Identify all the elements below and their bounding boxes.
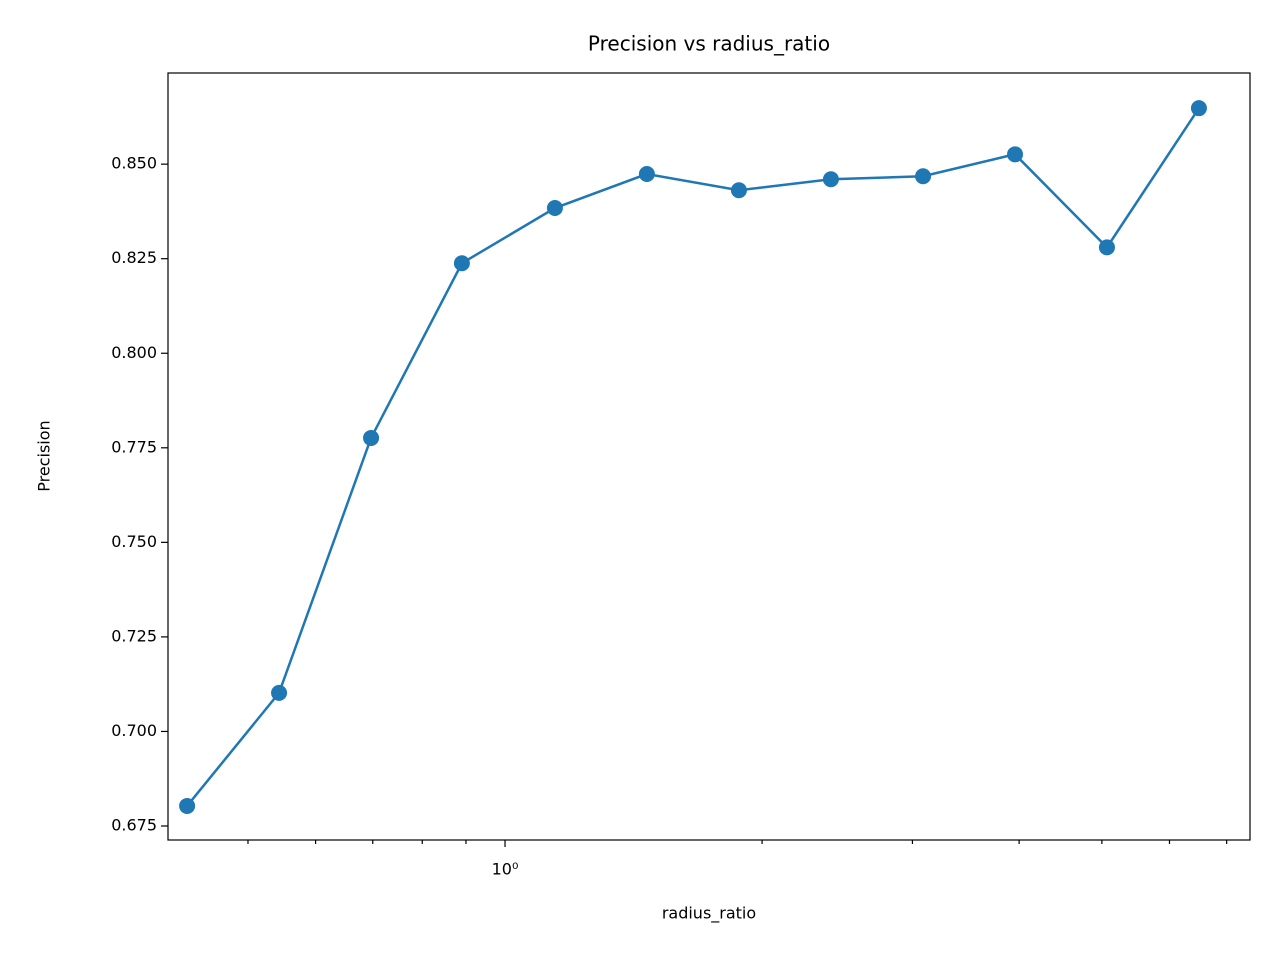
y-tick-label: 0.775 [111,437,157,456]
y-axis-label: Precision [35,420,54,491]
marker [453,255,470,272]
y-tick-label: 0.850 [111,154,157,173]
marker [363,429,380,446]
y-tick-label: 0.725 [111,626,157,645]
marker [730,182,747,199]
y-tick-label: 0.800 [111,343,157,362]
marker [1190,100,1207,117]
y-tick-label: 0.750 [111,532,157,551]
x-tick-label: 10⁰ [492,860,519,879]
marker [822,171,839,188]
y-tick-label: 0.700 [111,721,157,740]
marker [1007,146,1024,163]
x-axis-label: radius_ratio [662,904,756,924]
marker [638,165,655,182]
marker [1098,239,1115,256]
plot-frame [167,72,1251,841]
y-tick-label: 0.825 [111,248,157,267]
chart-title: Precision vs radius_ratio [588,32,830,56]
marker [546,200,563,217]
y-tick-label: 0.675 [111,816,157,835]
marker [915,168,932,185]
line [186,107,1200,807]
marker [179,797,196,814]
marker [271,684,288,701]
